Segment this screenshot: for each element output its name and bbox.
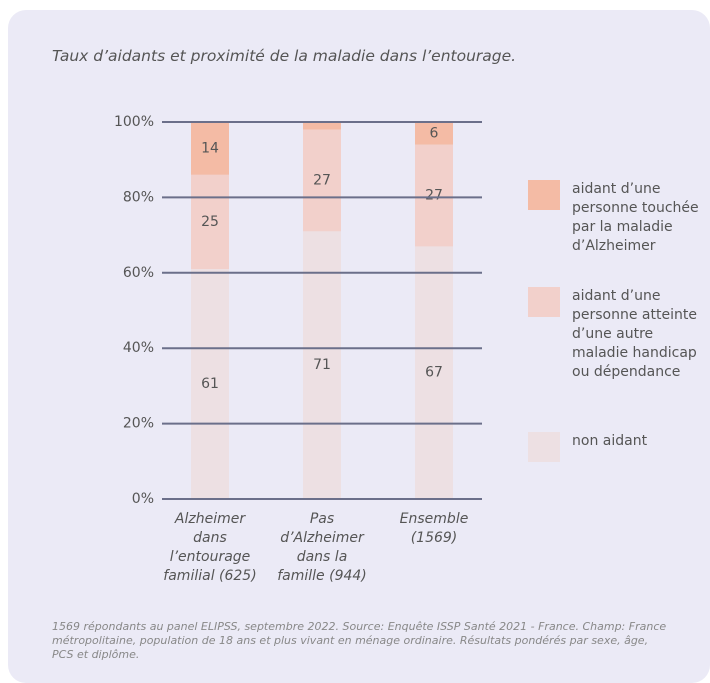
bar-segment [415,246,453,499]
data-label: 71 [313,357,331,373]
data-label: 67 [425,365,443,381]
bar-segment [415,122,453,145]
data-label: 14 [201,140,219,156]
chart-title: Taux d’aidants et proximité de la maladi… [52,47,517,65]
legend-label: aidant d’une personne touchée par la mal… [572,181,699,254]
x-tick-label: Alzheimer dans l’entourage familial (625… [163,511,257,584]
footnote: 1569 répondants au panel ELIPSS, septemb… [52,620,667,661]
data-label: 6 [430,125,439,141]
bar-segment [303,129,341,232]
bar-segment [303,231,341,499]
legend-label: non aidant [572,433,648,449]
data-label: 25 [201,214,219,230]
legend-item: non aidant [528,432,702,462]
legend-swatch [528,287,560,317]
y-tick-label: 40% [123,340,154,356]
bar-segment [191,174,229,270]
x-tick-label: Ensemble (1569) [399,511,469,546]
legend-label: aidant d’une personne atteinte d’une aut… [572,288,697,380]
y-tick-label: 80% [123,189,154,205]
y-tick-label: 20% [123,416,154,432]
data-label: 27 [313,172,331,188]
y-tick-label: 100% [114,114,154,130]
bar-segment [303,122,341,130]
bar-segment [415,144,453,247]
bar-segment [191,269,229,499]
legend-swatch [528,432,560,462]
legend-item: aidant d’une personne touchée par la mal… [528,180,702,256]
legend-swatch [528,180,560,210]
bar-segment [191,122,229,175]
legend-item: aidant d’une personne atteinte d’une aut… [528,287,702,382]
data-label: 27 [425,188,443,204]
y-tick-label: 60% [123,265,154,281]
x-tick-label: Pas d’Alzheimer dans la famille (944) [277,511,367,584]
data-label: 61 [201,376,219,392]
y-tick-label: 0% [132,491,154,507]
